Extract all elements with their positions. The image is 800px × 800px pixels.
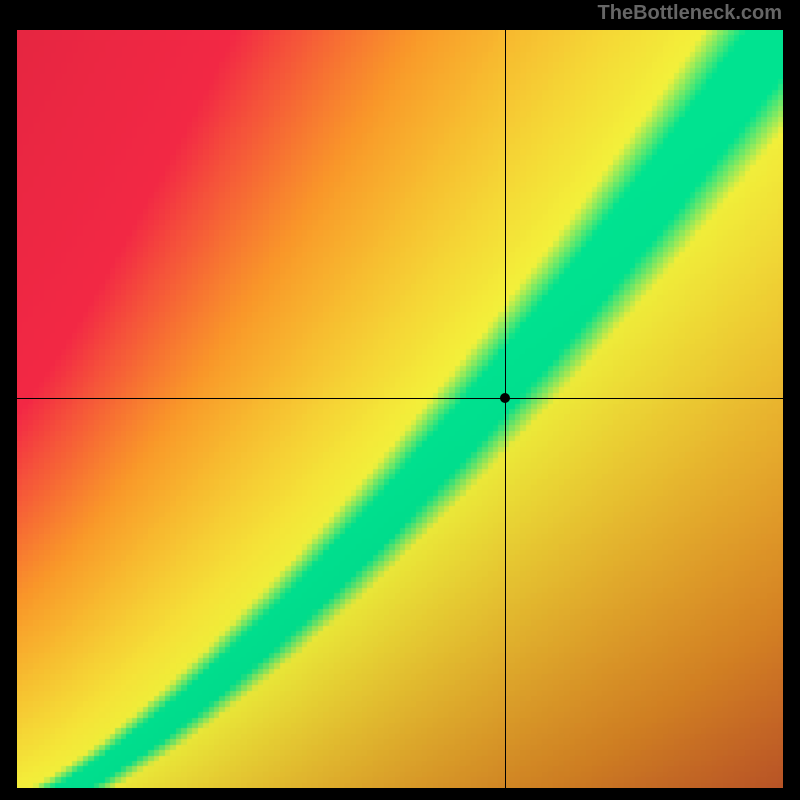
marker-dot xyxy=(500,393,510,403)
crosshair-vertical xyxy=(505,30,506,788)
crosshair-horizontal xyxy=(17,398,783,399)
watermark-text: TheBottleneck.com xyxy=(598,2,782,25)
bottleneck-heatmap xyxy=(17,30,783,788)
